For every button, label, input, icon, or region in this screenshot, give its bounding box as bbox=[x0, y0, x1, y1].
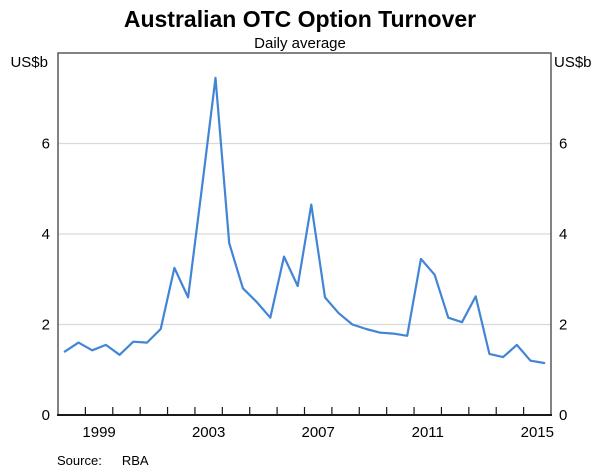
y-tick-label-left: 4 bbox=[42, 226, 50, 243]
y-tick-label-left: 6 bbox=[42, 136, 50, 153]
x-tick-label: 2003 bbox=[192, 424, 225, 441]
y-axis-unit-left: US$b bbox=[10, 54, 48, 71]
turnover-line bbox=[63, 76, 546, 365]
source-note: Source: RBA bbox=[57, 453, 149, 468]
y-tick-label-left: 0 bbox=[42, 407, 50, 424]
x-tick-label: 1999 bbox=[82, 424, 115, 441]
y-tick-label-right: 4 bbox=[559, 226, 567, 243]
y-tick-label-right: 6 bbox=[559, 136, 567, 153]
y-tick-label-left: 2 bbox=[42, 317, 50, 334]
x-tick-label: 2011 bbox=[412, 424, 444, 441]
chart-subtitle: Daily average bbox=[254, 35, 346, 52]
source-label: Source: bbox=[57, 453, 102, 468]
source-value: RBA bbox=[121, 453, 149, 468]
y-tick-label-right: 0 bbox=[559, 407, 567, 424]
y-axis-unit-right: US$b bbox=[554, 54, 592, 71]
x-tick-label: 2015 bbox=[521, 424, 554, 441]
chart-title: Australian OTC Option Turnover bbox=[123, 6, 477, 32]
y-tick-label-right: 2 bbox=[559, 317, 567, 334]
x-tick-label: 2007 bbox=[302, 424, 335, 441]
